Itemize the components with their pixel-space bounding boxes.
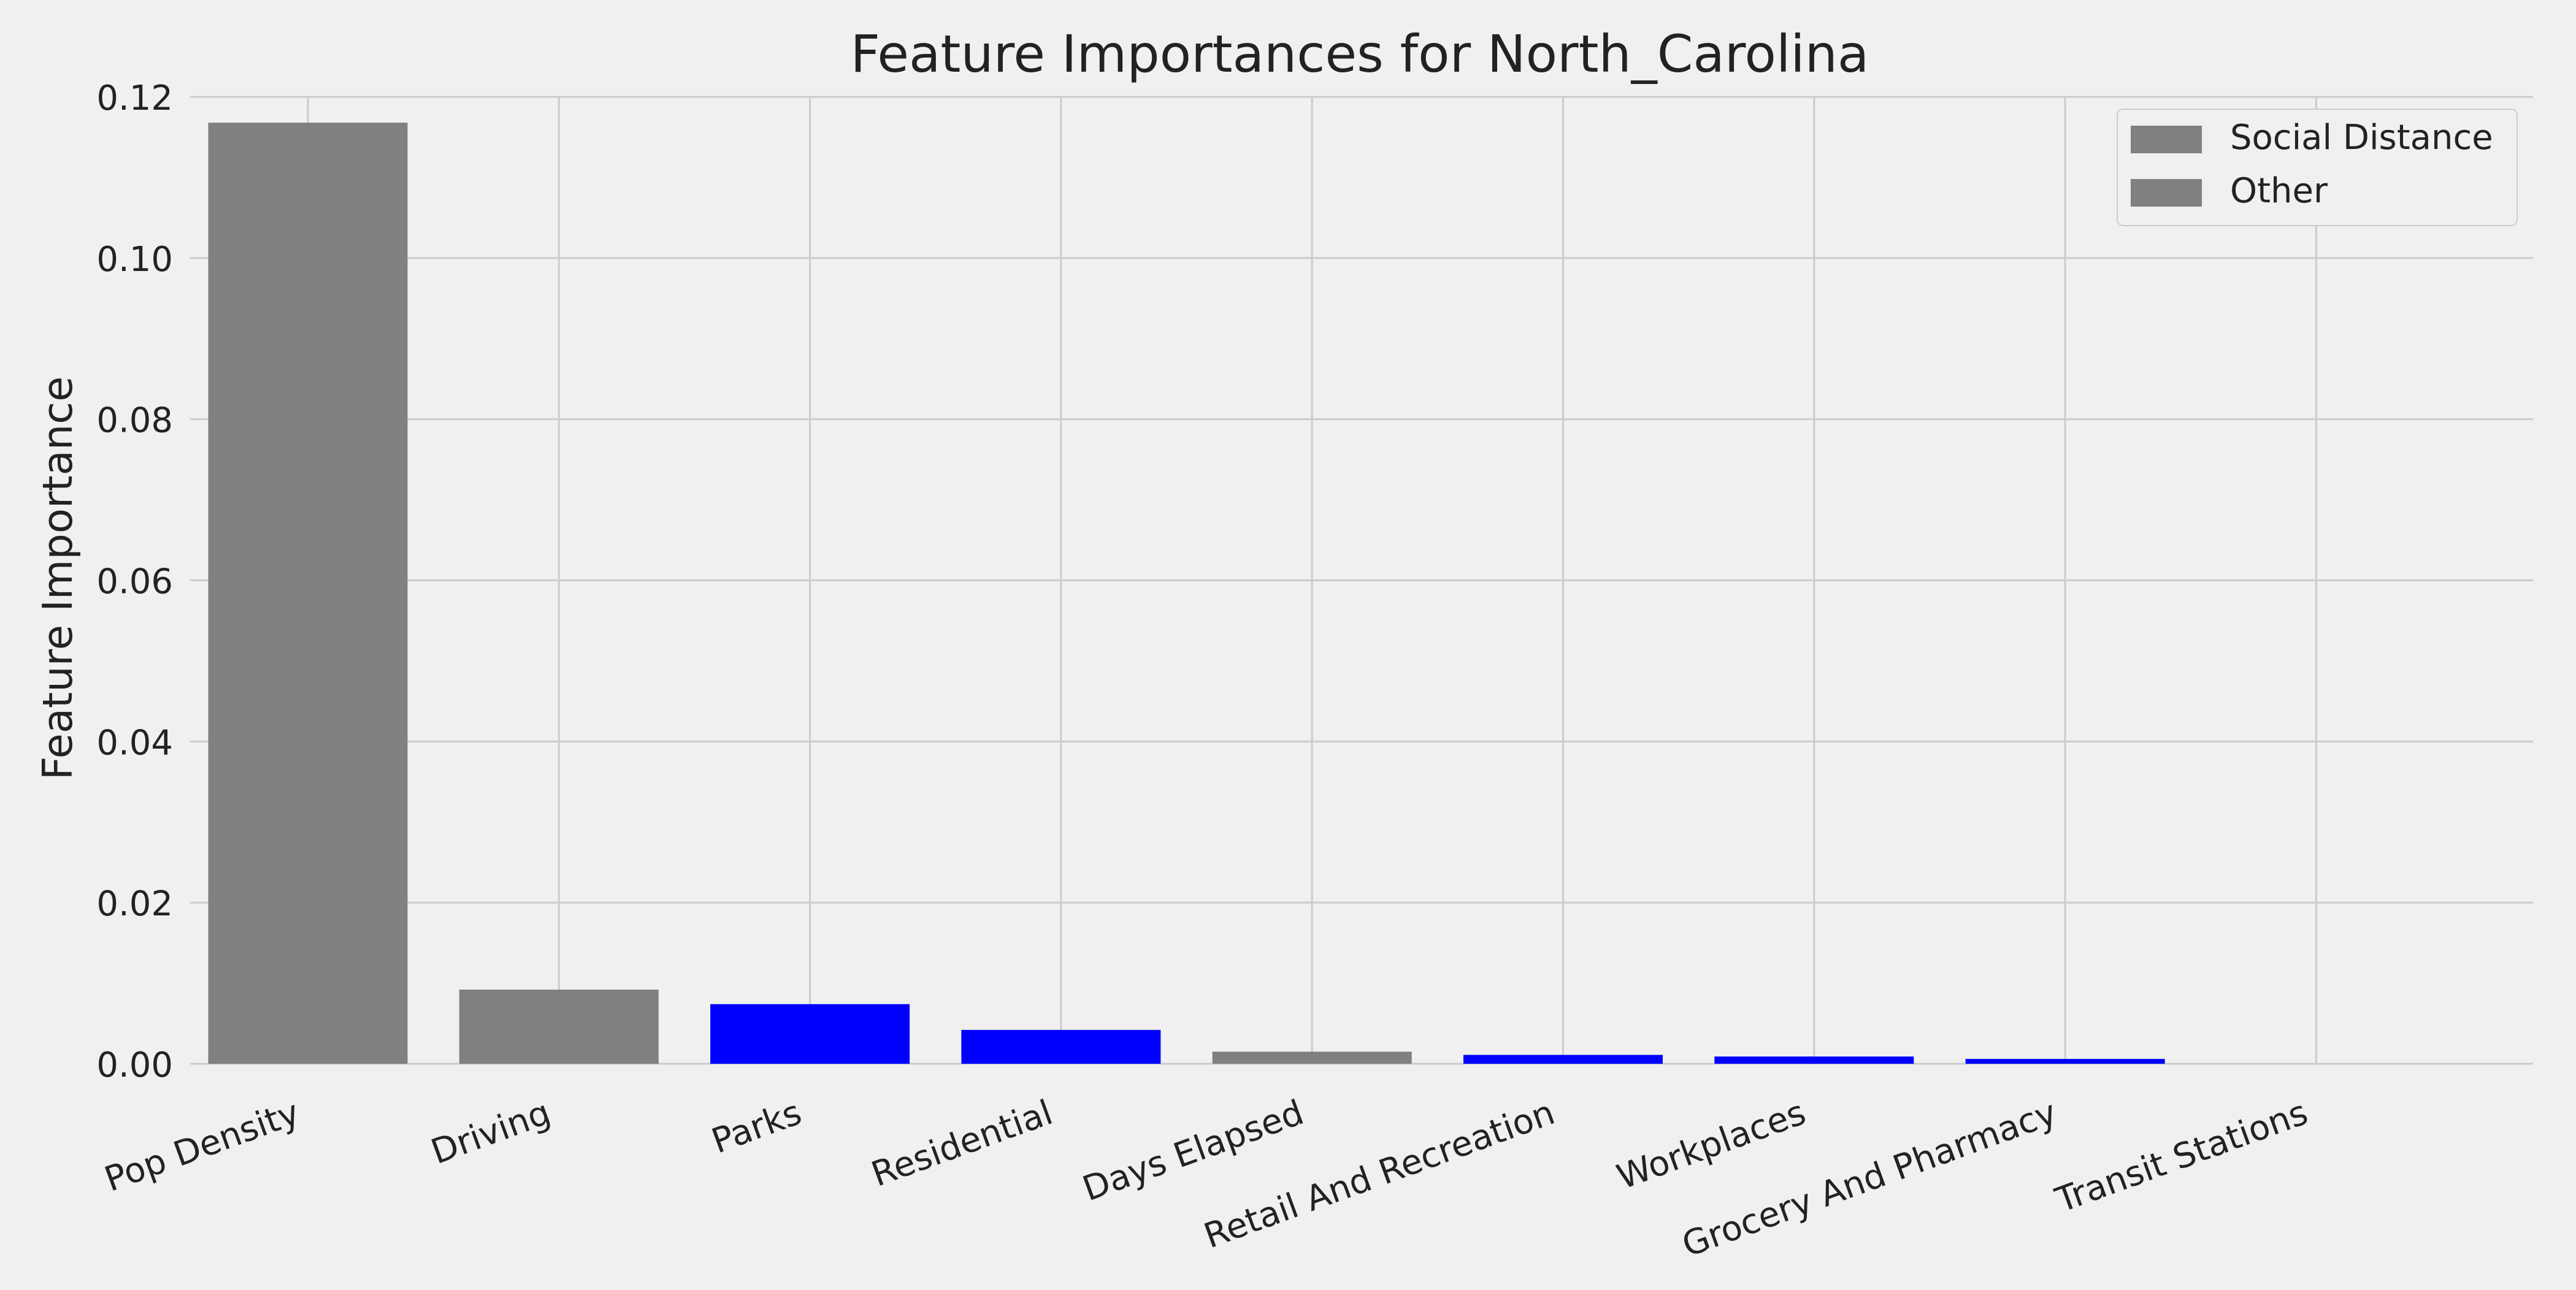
bar-pop-density xyxy=(208,123,408,1064)
y-tick-label: 0.00 xyxy=(96,1045,173,1085)
y-axis-label: Feature Importance xyxy=(34,376,82,780)
y-tick-label: 0.06 xyxy=(96,562,173,602)
legend-label-social-distance: Social Distance xyxy=(2230,118,2493,158)
bars xyxy=(208,123,2165,1064)
y-tick-label: 0.12 xyxy=(96,78,173,118)
y-tick-label: 0.10 xyxy=(96,240,173,280)
y-tick-label: 0.08 xyxy=(96,401,173,441)
bar-retail-and-recreation xyxy=(1463,1055,1663,1064)
bar-driving xyxy=(459,990,659,1064)
bar-workplaces xyxy=(1714,1056,1914,1064)
bar-residential xyxy=(961,1029,1161,1064)
bar-grocery-and-pharmacy xyxy=(1965,1059,2165,1064)
y-tick-label: 0.04 xyxy=(96,723,173,763)
bar-parks xyxy=(710,1004,910,1064)
y-tick-labels: 0.00 0.02 0.04 0.06 0.08 0.10 0.12 xyxy=(96,78,173,1085)
legend-label-other: Other xyxy=(2230,171,2328,211)
legend-box xyxy=(2117,109,2518,226)
legend-swatch-other xyxy=(2131,179,2202,207)
chart-title: Feature Importances for North_Carolina xyxy=(851,24,1869,84)
legend: Social Distance Other xyxy=(2117,109,2518,226)
y-tick-label: 0.02 xyxy=(96,884,173,924)
bar-days-elapsed xyxy=(1212,1051,1412,1064)
legend-swatch-social-distance xyxy=(2131,126,2202,153)
